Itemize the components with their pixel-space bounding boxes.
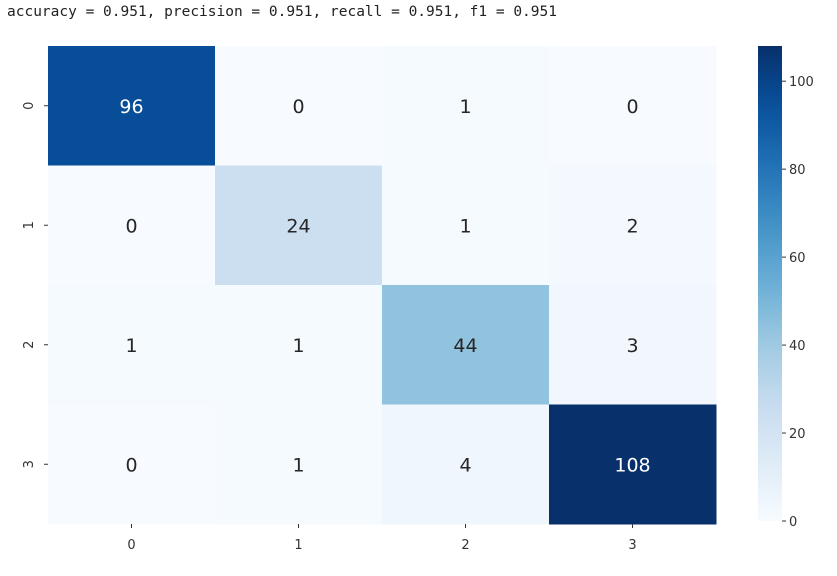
heatmap-cell-2-3 (549, 285, 717, 405)
heatmap-cell-2-2 (382, 285, 550, 405)
cell-value-label: 3 (626, 335, 638, 357)
cell-value-label: 1 (125, 335, 137, 357)
colorbar-tick-label: 0 (789, 515, 797, 530)
cell-value-label: 0 (626, 96, 638, 118)
cell-value-label: 1 (292, 335, 304, 357)
x-tick-label: 3 (628, 538, 636, 553)
x-tick-label: 1 (294, 538, 302, 553)
cell-value-label: 4 (459, 454, 471, 476)
cell-value-label: 0 (125, 454, 137, 476)
heatmap-cell-0-3 (549, 46, 717, 166)
heatmap-cell-0-0 (48, 46, 216, 166)
y-tick-label: 0 (22, 102, 37, 110)
y-axis-ticks: 0 1 2 3 (22, 102, 48, 468)
colorbar-tick-label: 80 (789, 163, 806, 178)
heatmap-cell-3-2 (382, 404, 550, 525)
heatmap-cell-1-1 (215, 165, 383, 286)
cell-value-label: 1 (459, 215, 471, 237)
y-tick-label: 1 (22, 221, 37, 229)
cell-value-label: 0 (292, 96, 304, 118)
x-tick-label: 2 (461, 538, 469, 553)
cell-value-label: 108 (614, 454, 650, 476)
heatmap-cell-3-3 (549, 404, 717, 525)
heatmap-cell-2-0 (48, 285, 216, 405)
heatmap-cell-1-2 (382, 165, 550, 286)
heatmap-cell-2-1 (215, 285, 383, 405)
cell-value-label: 44 (453, 335, 477, 357)
colorbar-tick-label: 100 (789, 75, 814, 90)
y-tick-label: 2 (22, 341, 37, 349)
heatmap-cell-1-3 (549, 165, 717, 286)
heatmap-cell-0-1 (215, 46, 383, 166)
colorbar-tick-label: 40 (789, 339, 806, 354)
cell-value-label: 24 (286, 215, 310, 237)
colorbar-tick-label: 60 (789, 251, 806, 266)
cell-value-label: 96 (119, 96, 143, 118)
cell-value-label: 1 (292, 454, 304, 476)
heatmap-cells: 96 0 1 0 0 24 1 2 1 1 44 3 0 1 4 108 (48, 46, 717, 525)
colorbar-ticks: 0 20 40 60 80 100 (782, 75, 814, 530)
x-tick-label: 0 (127, 538, 135, 553)
heatmap-cell-3-1 (215, 404, 383, 525)
cell-value-label: 0 (125, 215, 137, 237)
colorbar-tick-label: 20 (789, 427, 806, 442)
cell-value-label: 1 (459, 96, 471, 118)
y-tick-label: 3 (22, 460, 37, 468)
x-axis-ticks: 0 1 2 3 (127, 524, 637, 553)
colorbar (758, 46, 782, 521)
heatmap-cell-0-2 (382, 46, 550, 166)
heatmap-cell-3-0 (48, 404, 216, 525)
metrics-title: accuracy = 0.951, precision = 0.951, rec… (7, 4, 557, 20)
heatmap-cell-1-0 (48, 165, 216, 286)
cell-value-label: 2 (626, 215, 638, 237)
